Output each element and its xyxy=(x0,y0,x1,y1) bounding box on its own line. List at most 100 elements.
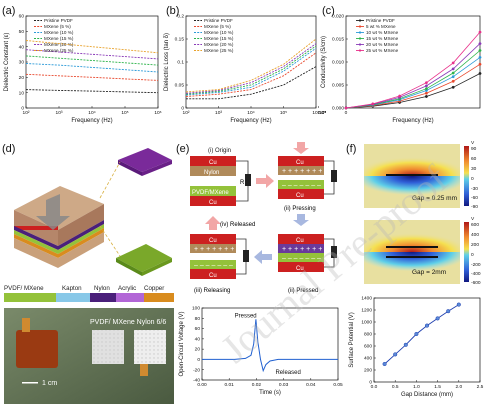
x-tick-label: 0.03 xyxy=(279,382,289,388)
photo-device-1 xyxy=(16,330,58,368)
y-tick-label: 400 xyxy=(364,356,372,362)
svg-text:-60: -60 xyxy=(471,195,478,201)
state-releasing-label: (iii) Releasing xyxy=(194,288,230,294)
arrow-down-icon xyxy=(293,214,309,226)
x-tick-label: 1.0 xyxy=(413,384,420,390)
data-point xyxy=(424,95,428,98)
y-tick-label: 60 xyxy=(195,326,201,332)
legend-label: MXene (20 %) xyxy=(44,42,74,47)
legend-marker xyxy=(358,19,362,22)
x-tick-label: 10⁴ xyxy=(247,110,254,116)
state-pressed-label: (ii) Pressed xyxy=(288,288,318,294)
x-axis-label: Gap Distance (mm) xyxy=(401,392,453,398)
x-axis-label: Frequency (Hz) xyxy=(230,118,271,124)
series-line-3 xyxy=(345,50,481,109)
data-point xyxy=(478,42,482,46)
scale-bar xyxy=(22,382,38,384)
series-line-0 xyxy=(384,304,460,365)
x-tick-label: 10⁶ xyxy=(312,110,319,116)
series-line-4 xyxy=(25,49,159,60)
data-point xyxy=(435,316,440,321)
svg-text:R: R xyxy=(240,180,245,186)
origin-pvdf xyxy=(190,186,236,196)
legend-label: MXene (25 %) xyxy=(44,48,74,53)
state-pressing-label: (ii) Pressing xyxy=(284,206,316,212)
y-tick-label: 10 xyxy=(19,90,25,96)
svg-text:0: 0 xyxy=(471,252,474,258)
panel-f-simulation: Gap = 0.25 mm V 90 60 30 0 -30 -60 -90 G… xyxy=(364,140,481,286)
y-tick-label: 0.010 xyxy=(332,60,344,66)
svg-text:60: 60 xyxy=(471,156,477,162)
legend-kapton: Kapton xyxy=(62,285,82,292)
series-line-3 xyxy=(185,45,317,95)
panel-label-e: (e) xyxy=(176,143,189,155)
y-axis-label: Conductivity (S/cm) xyxy=(321,36,327,88)
x-tick-label: 0.01 xyxy=(225,382,235,388)
y-tick-label: 30 xyxy=(19,60,25,66)
annotation-pressed: Pressed xyxy=(235,313,257,319)
x-tick-label: 10³ xyxy=(56,110,63,116)
swatch-pvdf xyxy=(4,293,56,302)
series-line-2 xyxy=(345,57,481,109)
plot-frame xyxy=(201,307,339,381)
press-arrow-icon xyxy=(293,142,309,154)
panel-label-d: (d) xyxy=(2,143,15,155)
origin-cu-top xyxy=(190,156,236,166)
svg-text:V: V xyxy=(471,216,475,222)
x-tick-label: 0.0 xyxy=(371,384,378,390)
svg-text:0: 0 xyxy=(471,176,474,182)
data-point xyxy=(424,84,428,88)
y-tick-label: 1400 xyxy=(361,296,372,302)
svg-text:Cu: Cu xyxy=(296,266,304,272)
svg-text:400: 400 xyxy=(471,232,479,238)
y-tick-label: 1200 xyxy=(361,308,372,314)
chart-surface-potential: 0.0 0.5 1.0 1.5 2.0 2.5 0 200 400 600 800 1000 1200 1… xyxy=(349,296,484,398)
data-point xyxy=(451,71,455,75)
legend-copper: Copper xyxy=(144,285,164,292)
x-tick-label: 10⁵ xyxy=(121,110,128,116)
series-line-0 xyxy=(25,89,159,94)
legend-marker xyxy=(358,31,362,34)
legend-label: 15 wt % MXene xyxy=(366,36,399,41)
x-tick-label: 10² xyxy=(183,110,190,116)
arrow-up-icon xyxy=(205,216,221,230)
data-point xyxy=(478,49,482,52)
chart-dielectric-loss: 10² 10³ 10⁴ 10⁵ 10⁶ 0 0.05 0.1 0.15 0.2 Frequency … xyxy=(164,14,320,124)
y-tick-label: 40 xyxy=(195,336,201,342)
data-point xyxy=(403,342,408,347)
swatch-nylon xyxy=(90,293,116,302)
sim-label-1: Gap = 0.25 mm xyxy=(412,195,457,202)
y-tick-label: 20 xyxy=(195,347,201,353)
data-point xyxy=(446,309,451,314)
y-tick-label: 600 xyxy=(364,344,372,350)
legend-acrylic: Acrylic xyxy=(118,285,136,292)
legend-marker xyxy=(358,49,362,52)
y-tick-label: 50 xyxy=(19,29,25,35)
series-line-0 xyxy=(345,73,481,109)
state-released-label: (iv) Released xyxy=(220,222,255,228)
arrow-right-icon xyxy=(256,174,274,188)
x-tick-label: 6.0x10⁵ xyxy=(318,110,326,116)
svg-text:+ + + + + + +: + + + + + + + xyxy=(282,168,322,175)
resistor-icon xyxy=(245,174,251,186)
data-point xyxy=(478,62,482,66)
y-axis-label: Dielectric Constant (ε) xyxy=(4,33,10,92)
legend-label: Pristine PVDF xyxy=(366,18,395,23)
data-point xyxy=(451,79,455,83)
y-axis-label: Open-Circuit Voltage (V) xyxy=(179,311,185,376)
legend-marker xyxy=(358,37,362,40)
data-point xyxy=(371,102,375,106)
panel-label-f: (f) xyxy=(346,143,356,155)
y-tick-label: -20 xyxy=(193,367,200,373)
svg-text:+ + + + + + +: + + + + + + + xyxy=(282,246,322,253)
legend-label: MXene (25 %) xyxy=(204,48,234,53)
data-point xyxy=(398,94,402,98)
series-line-5 xyxy=(345,31,481,109)
legend-label: 10 wt % MXene xyxy=(366,30,399,35)
x-tick-label: 2.0 xyxy=(455,384,462,390)
series-line-1 xyxy=(345,63,481,109)
swatch-kapton xyxy=(56,293,90,302)
y-tick-label: 0 xyxy=(21,106,24,112)
x-tick-label: 8.0x10⁵ xyxy=(318,110,326,116)
data-point xyxy=(414,331,419,337)
